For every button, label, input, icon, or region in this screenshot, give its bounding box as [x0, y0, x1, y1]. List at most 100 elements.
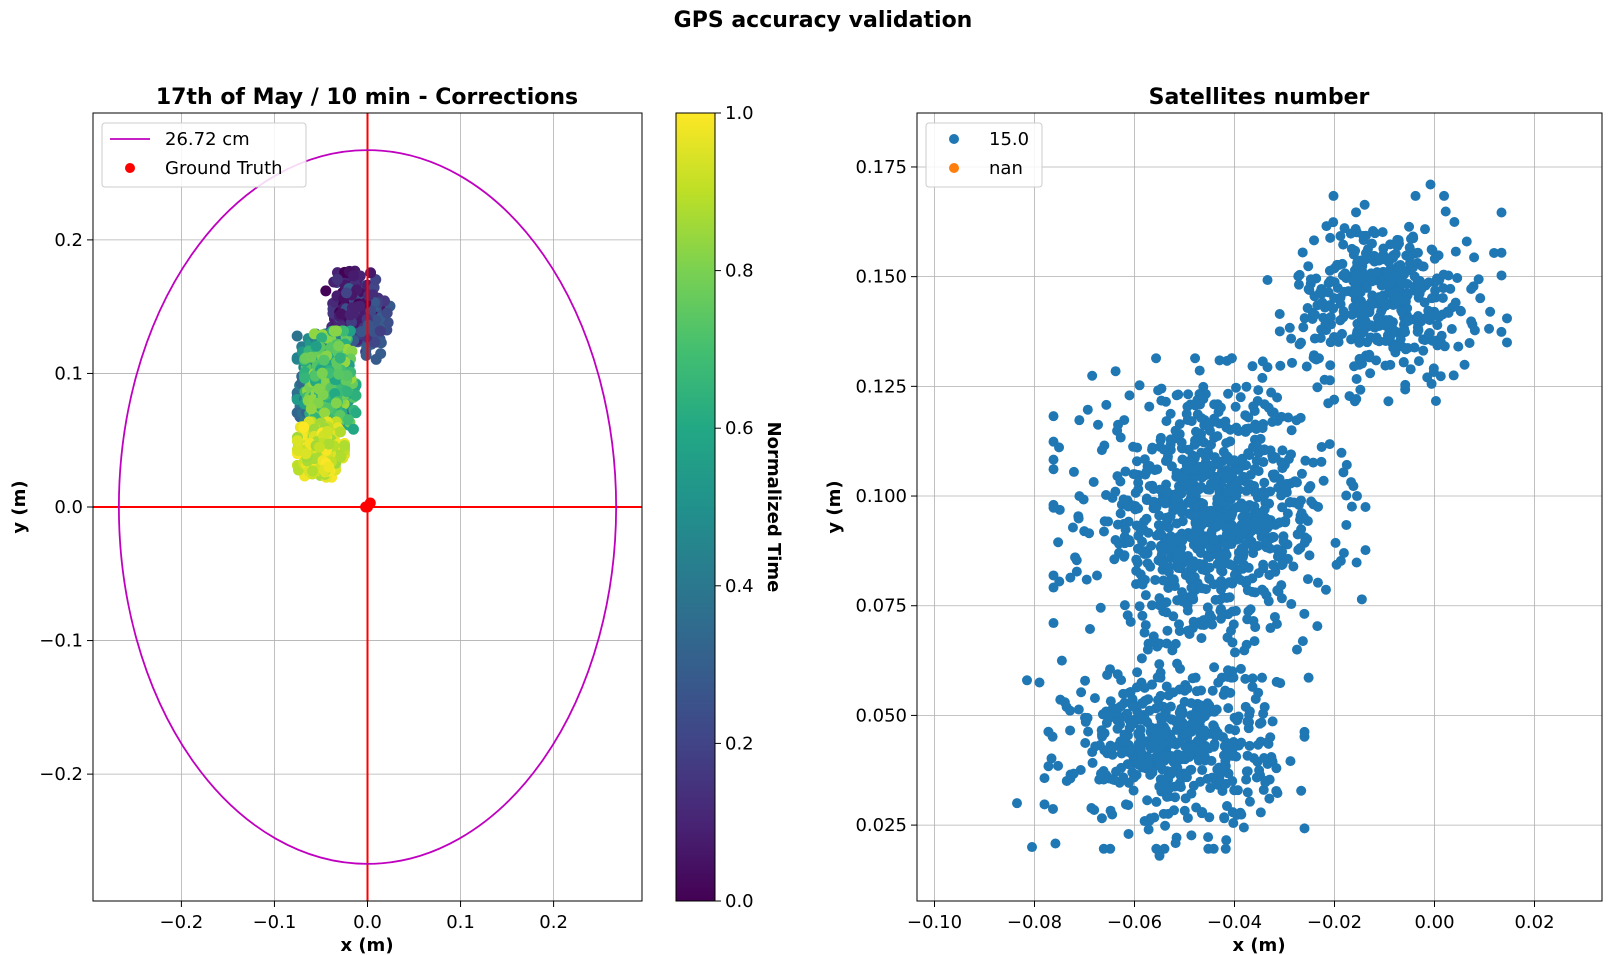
right-scatter-point [1235, 574, 1246, 585]
ground-truth-legend-marker [125, 163, 135, 173]
right-scatter-point [1176, 437, 1187, 448]
right-xtick-label: −0.08 [1007, 912, 1062, 933]
right-scatter-point [1366, 276, 1377, 287]
right-scatter-point [1182, 812, 1193, 823]
right-scatter-point [1162, 791, 1173, 802]
right-scatter-point [1430, 285, 1441, 296]
left-scatter-point [381, 307, 393, 319]
right-scatter-point [1235, 392, 1246, 403]
right-scatter-point [1216, 565, 1227, 576]
right-scatter-point [1132, 667, 1143, 678]
left-ytick-label: −0.1 [39, 631, 83, 652]
right-scatter-point [1142, 795, 1153, 806]
right-scatter-point [1396, 277, 1407, 288]
right-scatter-point [1424, 328, 1435, 339]
right-scatter-point [1154, 781, 1165, 792]
right-data-layer [1012, 179, 1512, 861]
right-scatter-point [1243, 448, 1254, 459]
right-scatter-point [1101, 399, 1112, 410]
right-scatter-point [1214, 459, 1225, 470]
series-15-legend-marker [949, 134, 959, 144]
right-scatter-point [1335, 231, 1346, 242]
right-scatter-point [1312, 621, 1323, 632]
right-scatter-point [1076, 687, 1087, 698]
right-scatter-point [1268, 532, 1279, 543]
right-scatter-point [1496, 326, 1507, 337]
left-ytick-label: −0.2 [39, 764, 83, 785]
right-scatter-point [1204, 425, 1215, 436]
right-scatter-point [1239, 645, 1250, 656]
right-scatter-point [1071, 555, 1082, 566]
right-scatter-point [1151, 796, 1162, 807]
right-scatter-point [1417, 261, 1428, 272]
right-scatter-point [1221, 540, 1232, 551]
right-scatter-point [1081, 574, 1092, 585]
left-scatter-point [316, 332, 328, 344]
right-scatter-point [1163, 583, 1174, 594]
right-scatter-point [1316, 441, 1327, 452]
right-scatter-point [1043, 761, 1054, 772]
right-scatter-point [1101, 490, 1112, 501]
right-scatter-point [1129, 772, 1140, 783]
right-scatter-point [1449, 216, 1460, 227]
left-scatter-point [360, 349, 372, 361]
right-scatter-point [1312, 300, 1323, 311]
right-scatter-point [1159, 843, 1170, 854]
right-scatter-point [1253, 466, 1264, 477]
right-scatter-point [1127, 701, 1138, 712]
right-scatter-point [1210, 594, 1221, 605]
right-scatter-point [1229, 647, 1240, 658]
right-scatter-point [1350, 245, 1361, 256]
right-scatter-point [1190, 353, 1201, 364]
right-scatter-point [1277, 502, 1288, 513]
right-scatter-point [1142, 644, 1153, 655]
colorbar-tick-label: 0.6 [725, 418, 754, 439]
right-scatter-point [1244, 796, 1255, 807]
series-nan-legend-marker [949, 163, 959, 173]
right-scatter-point [1305, 274, 1316, 285]
right-scatter-point [1151, 353, 1162, 364]
right-scatter-point [1087, 757, 1098, 768]
right-scatter-point [1146, 600, 1157, 611]
right-scatter-point [1302, 574, 1313, 585]
right-scatter-point [1257, 672, 1268, 683]
right-scatter-point [1136, 653, 1147, 664]
right-scatter-point [1466, 283, 1477, 294]
right-scatter-point [1124, 390, 1135, 401]
right-scatter-point [1196, 633, 1207, 644]
left-legend-box [101, 122, 307, 188]
right-scatter-point [1403, 251, 1414, 262]
right-scatter-point [1276, 580, 1287, 591]
right-scatter-point [1236, 563, 1247, 574]
right-scatter-point [1231, 382, 1242, 393]
right-scatter-point [1146, 540, 1157, 551]
right-scatter-point [1098, 526, 1109, 537]
right-scatter-point [1259, 477, 1270, 488]
right-scatter-point [1120, 799, 1131, 810]
right-scatter-point [1398, 357, 1409, 368]
right-scatter-point [1217, 468, 1228, 479]
right-scatter-point [1185, 399, 1196, 410]
right-scatter-point [1244, 740, 1255, 751]
right-scatter-point [1392, 234, 1403, 245]
right-xtick-label: 0.02 [1514, 912, 1554, 933]
right-scatter-point [1154, 638, 1165, 649]
right-scatter-point [1221, 500, 1232, 511]
right-scatter-point [1296, 508, 1307, 519]
right-scatter-point [1244, 706, 1255, 717]
right-scatter-point [1259, 445, 1270, 456]
right-scatter-point [1048, 454, 1059, 465]
left-scatter-point [330, 397, 342, 409]
right-scatter-point [1254, 765, 1265, 776]
right-scatter-point [1329, 394, 1340, 405]
right-scatter-point [1385, 359, 1396, 370]
right-scatter-point [1354, 353, 1365, 364]
right-scatter-point [1203, 843, 1214, 854]
right-scatter-point [1082, 712, 1093, 723]
right-scatter-outlier [1022, 675, 1032, 686]
right-scatter-point [1355, 384, 1366, 395]
left-x-axis-label: x (m) [340, 935, 393, 955]
right-scatter-point [1328, 190, 1339, 201]
right-scatter-point [1464, 338, 1475, 349]
left-scatter-point [335, 308, 347, 320]
